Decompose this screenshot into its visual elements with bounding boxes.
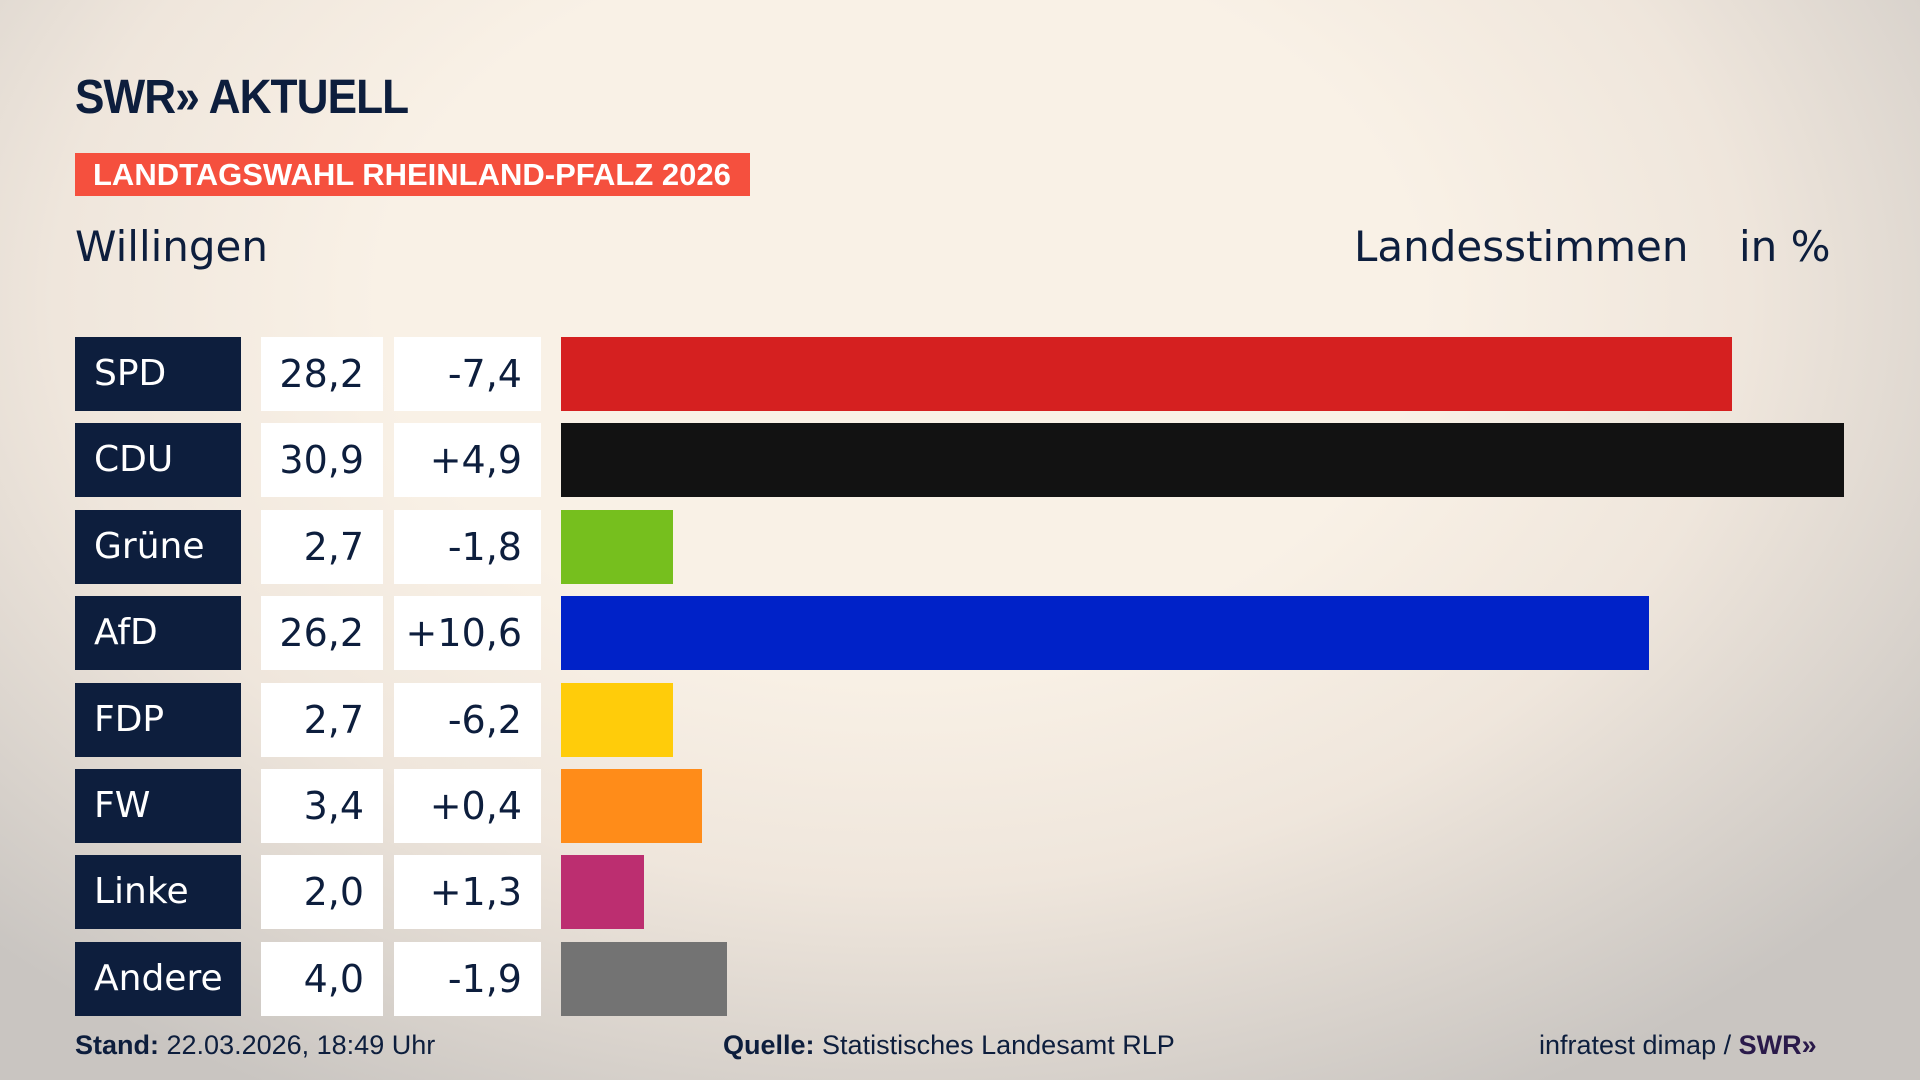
unit-label: in %: [1739, 222, 1831, 271]
source-value: Statistisches Landesamt RLP: [822, 1030, 1175, 1060]
footer-credit: infratest dimap / SWR»: [1539, 1030, 1817, 1061]
value-label: 28,2: [261, 337, 383, 411]
swr-small-logo: SWR»: [1738, 1030, 1817, 1060]
party-label: Grüne: [75, 509, 241, 584]
party-label: FDP: [75, 682, 241, 757]
diff-label: +1,3: [394, 855, 541, 930]
value-label: 2,7: [261, 682, 383, 757]
party-label: AfD: [75, 596, 241, 671]
party-label: Linke: [75, 855, 241, 930]
diff-label: -1,8: [394, 509, 541, 584]
bar-afd: [561, 596, 1649, 671]
source-label: Quelle:: [723, 1030, 815, 1060]
place-title: Willingen: [75, 222, 269, 271]
footer-source: Quelle: Statistisches Landesamt RLP: [723, 1030, 1175, 1061]
party-label: CDU: [75, 423, 241, 498]
value-label: 2,7: [261, 509, 383, 584]
bar-grüne: [561, 509, 674, 584]
swr-aktuell-logo: SWR» AKTUELL: [75, 71, 409, 124]
bar-andere: [561, 941, 728, 1016]
bar-fw: [561, 769, 703, 843]
diff-label: -1,9: [394, 941, 541, 1016]
footer-stand: Stand: 22.03.2026, 18:49 Uhr: [75, 1030, 435, 1061]
diff-label: +4,9: [394, 423, 541, 498]
value-label: 26,2: [261, 596, 383, 671]
bar-cdu: [561, 423, 1844, 498]
election-banner: LANDTAGSWAHL RHEINLAND-PFALZ 2026: [75, 153, 750, 196]
diff-label: +10,6: [394, 596, 541, 671]
stand-label: Stand:: [75, 1030, 159, 1060]
credit-text: infratest dimap /: [1539, 1030, 1739, 1060]
value-label: 3,4: [261, 769, 383, 843]
diff-label: +0,4: [394, 769, 541, 843]
bar-spd: [561, 337, 1732, 411]
value-label: 2,0: [261, 855, 383, 930]
party-label: FW: [75, 769, 241, 843]
party-label: Andere: [75, 941, 241, 1016]
diff-label: -7,4: [394, 337, 541, 411]
bar-fdp: [561, 682, 674, 757]
party-label: SPD: [75, 337, 241, 411]
bar-linke: [561, 855, 645, 930]
value-label: 4,0: [261, 941, 383, 1016]
stand-value: 22.03.2026, 18:49 Uhr: [166, 1030, 436, 1060]
metric-label: Landesstimmen: [1354, 222, 1689, 271]
diff-label: -6,2: [394, 682, 541, 757]
value-label: 30,9: [261, 423, 383, 498]
